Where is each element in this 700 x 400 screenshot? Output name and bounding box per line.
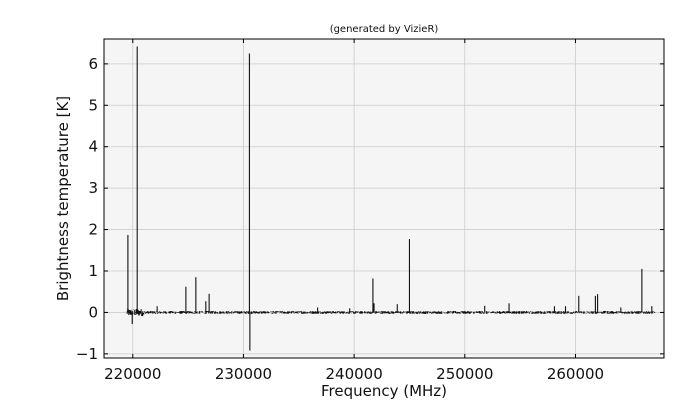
y-tick-label: 1 <box>88 262 98 280</box>
baseline-trace <box>126 308 656 317</box>
y-tick-label: 4 <box>88 138 98 156</box>
x-tick-label: 250000 <box>436 365 493 383</box>
axis-ticks <box>104 39 664 358</box>
y-tick-label: −1 <box>76 345 98 363</box>
x-tick-label: 260000 <box>547 365 604 383</box>
chart-title: (generated by VizieR) <box>330 24 439 35</box>
y-tick-label: 0 <box>88 303 98 321</box>
x-tick-label: 220000 <box>104 365 161 383</box>
x-tick-label: 230000 <box>215 365 272 383</box>
grid <box>104 39 664 358</box>
baseline-noise <box>126 308 656 317</box>
axes-frame <box>103 38 665 359</box>
y-axis-label: Brightness temperature [K] <box>54 96 72 301</box>
spectral-lines <box>127 46 653 351</box>
y-tick-label: 2 <box>88 221 98 239</box>
y-tick-label: 3 <box>88 179 98 197</box>
y-tick-label: 6 <box>88 55 98 73</box>
plot-area <box>104 39 664 358</box>
y-tick-label: 5 <box>88 96 98 114</box>
x-tick-labels: 220000 230000 240000 250000 260000 <box>104 365 604 383</box>
x-tick-label: 240000 <box>325 365 382 383</box>
y-tick-labels: −1 0 1 2 3 4 5 6 <box>76 55 98 363</box>
x-axis-label: Frequency (MHz) <box>321 382 447 400</box>
